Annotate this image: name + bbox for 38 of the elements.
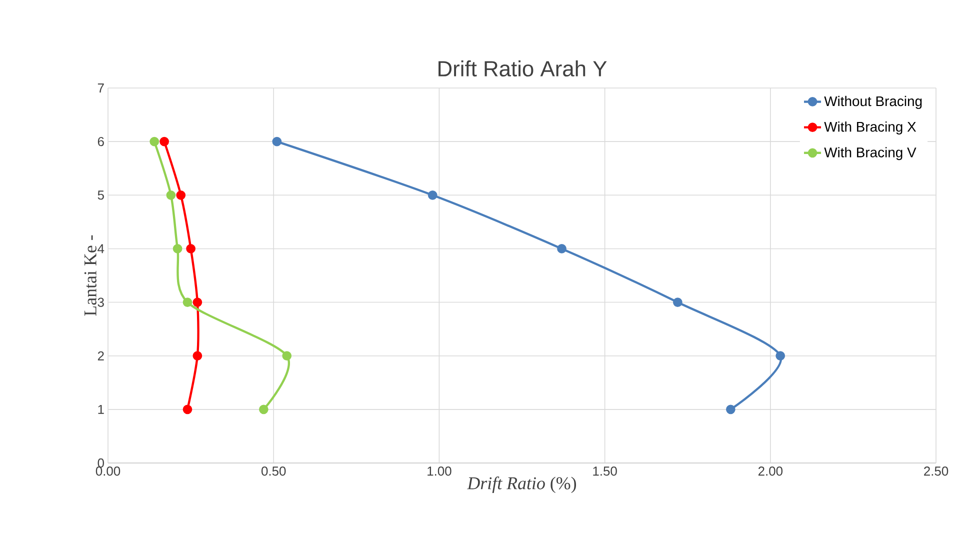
legend-label: Without Bracing [824, 96, 922, 109]
y-tick-label: 7 [98, 84, 104, 92]
point [726, 404, 736, 414]
x-tick-label: 1.50 [593, 466, 617, 476]
point [672, 298, 682, 307]
point [160, 136, 169, 146]
point [172, 244, 182, 254]
point [176, 190, 186, 200]
x-tick-label: 2.00 [758, 466, 783, 476]
legend-label: With Bracing X [824, 122, 916, 135]
point [192, 351, 202, 361]
point [272, 136, 282, 146]
point [258, 404, 268, 414]
legend-label: With Bracing V [824, 147, 916, 160]
point [182, 298, 192, 307]
y-tick-label: 0 [98, 458, 104, 468]
y-tick-label: 1 [98, 404, 104, 414]
x-tick-label: 0.50 [262, 466, 286, 476]
y-tick-label: 4 [98, 244, 104, 254]
point [182, 404, 192, 414]
x-tick-label: 0.00 [96, 466, 120, 476]
point [428, 190, 438, 200]
y-tick-label: 2 [98, 351, 104, 360]
y-tick-label: 6 [98, 136, 104, 146]
point [192, 298, 202, 307]
y-tick-label: 5 [98, 190, 104, 200]
point [282, 351, 292, 361]
y-tick-label: 3 [98, 298, 104, 307]
x-tick-label: 2.50 [924, 466, 948, 476]
x-tick-label: 1.00 [428, 466, 452, 476]
chart-title: Drift Ratio Arah Y [438, 60, 607, 77]
x-axis-title: Drift Ratio (%) [467, 476, 576, 493]
point [557, 244, 566, 254]
point [166, 190, 176, 200]
point [776, 351, 786, 361]
point [186, 244, 196, 254]
point [150, 136, 160, 146]
y-axis-title: Lantai Ke - [84, 235, 96, 316]
